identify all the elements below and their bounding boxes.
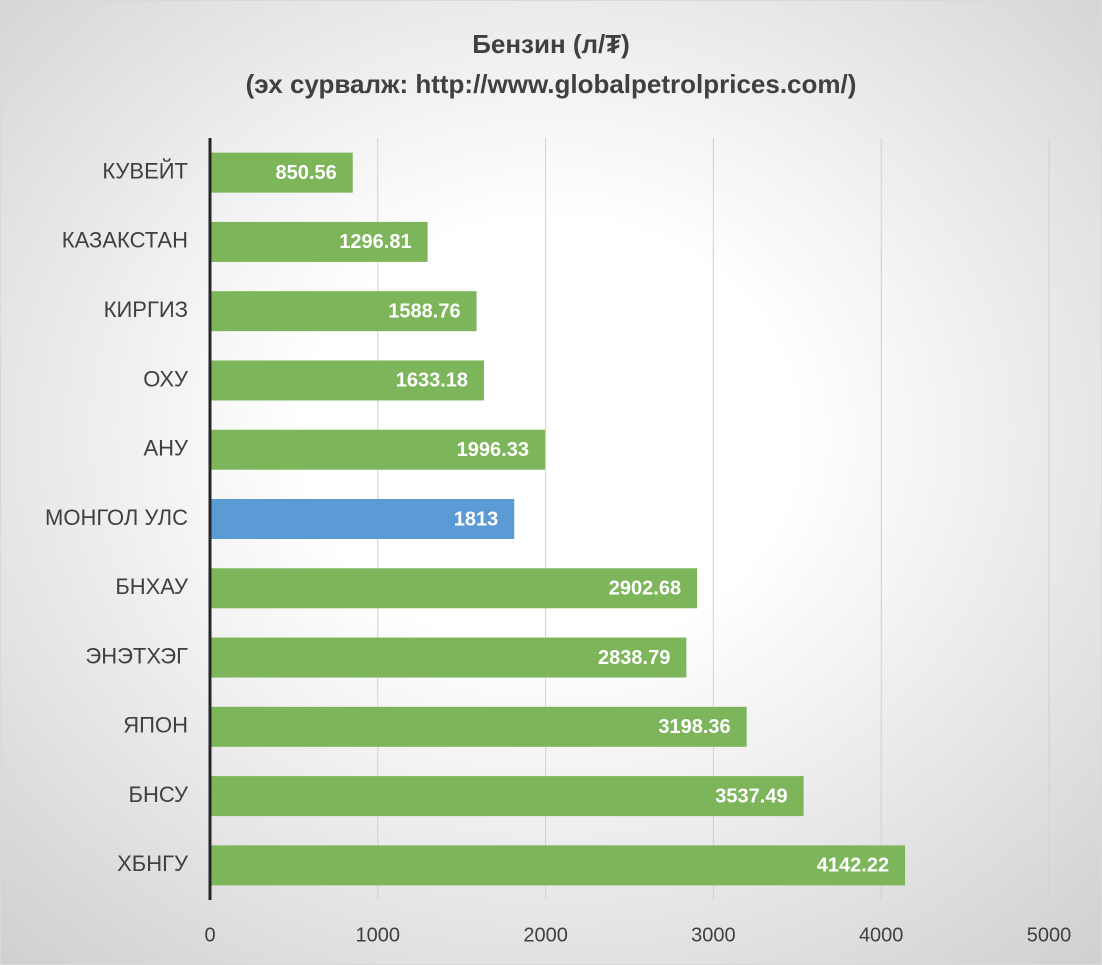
bar (210, 221, 428, 262)
y-tick-label: КИРГИЗ (104, 297, 188, 322)
data-label: 1296.81 (339, 231, 411, 253)
bar (210, 845, 906, 886)
bar (210, 360, 485, 401)
bar (210, 499, 515, 539)
x-tick-label: 3000 (691, 924, 736, 946)
bar (210, 568, 698, 609)
y-tick-label: ОХУ (143, 366, 189, 391)
bar (210, 706, 747, 747)
y-tick-label: МОНГОЛ УЛС (45, 505, 188, 530)
x-tick-label: 5000 (1027, 924, 1072, 946)
x-tick-label: 2000 (523, 924, 568, 946)
y-tick-label: КАЗАКСТАН (62, 228, 188, 253)
data-label: 2838.79 (598, 647, 670, 669)
bar (210, 776, 804, 817)
y-tick-label: БНСУ (129, 782, 189, 807)
y-tick-label: ЯПОН (123, 713, 188, 738)
data-label: 2902.68 (609, 578, 681, 600)
x-tick-label: 1000 (356, 924, 401, 946)
y-tick-label: БНХАУ (115, 574, 189, 599)
chart-title: Бензин (л/₮) (472, 29, 630, 59)
x-tick-label: 0 (204, 924, 215, 946)
y-tick-label: ХБНГУ (117, 851, 189, 876)
data-label: 4142.22 (817, 855, 889, 877)
data-label: 3537.49 (715, 785, 787, 807)
data-label: 850.56 (276, 162, 337, 184)
data-label: 3198.36 (658, 716, 730, 738)
y-tick-label: КУВЕЙТ (102, 158, 188, 183)
data-label: 1813 (454, 508, 499, 530)
bar (210, 291, 477, 332)
bar (210, 152, 353, 193)
data-label: 1633.18 (396, 370, 468, 392)
y-tick-label: АНУ (143, 436, 189, 461)
x-tick-label: 4000 (859, 924, 904, 946)
data-label: 1996.33 (457, 439, 529, 461)
bar (210, 429, 545, 470)
y-tick-label: ЭНЭТХЭГ (85, 643, 188, 668)
chart-subtitle: (эх сурвалж: http://www.globalpetrolpric… (246, 69, 857, 99)
bar (210, 637, 687, 678)
data-label: 1588.76 (388, 300, 460, 322)
